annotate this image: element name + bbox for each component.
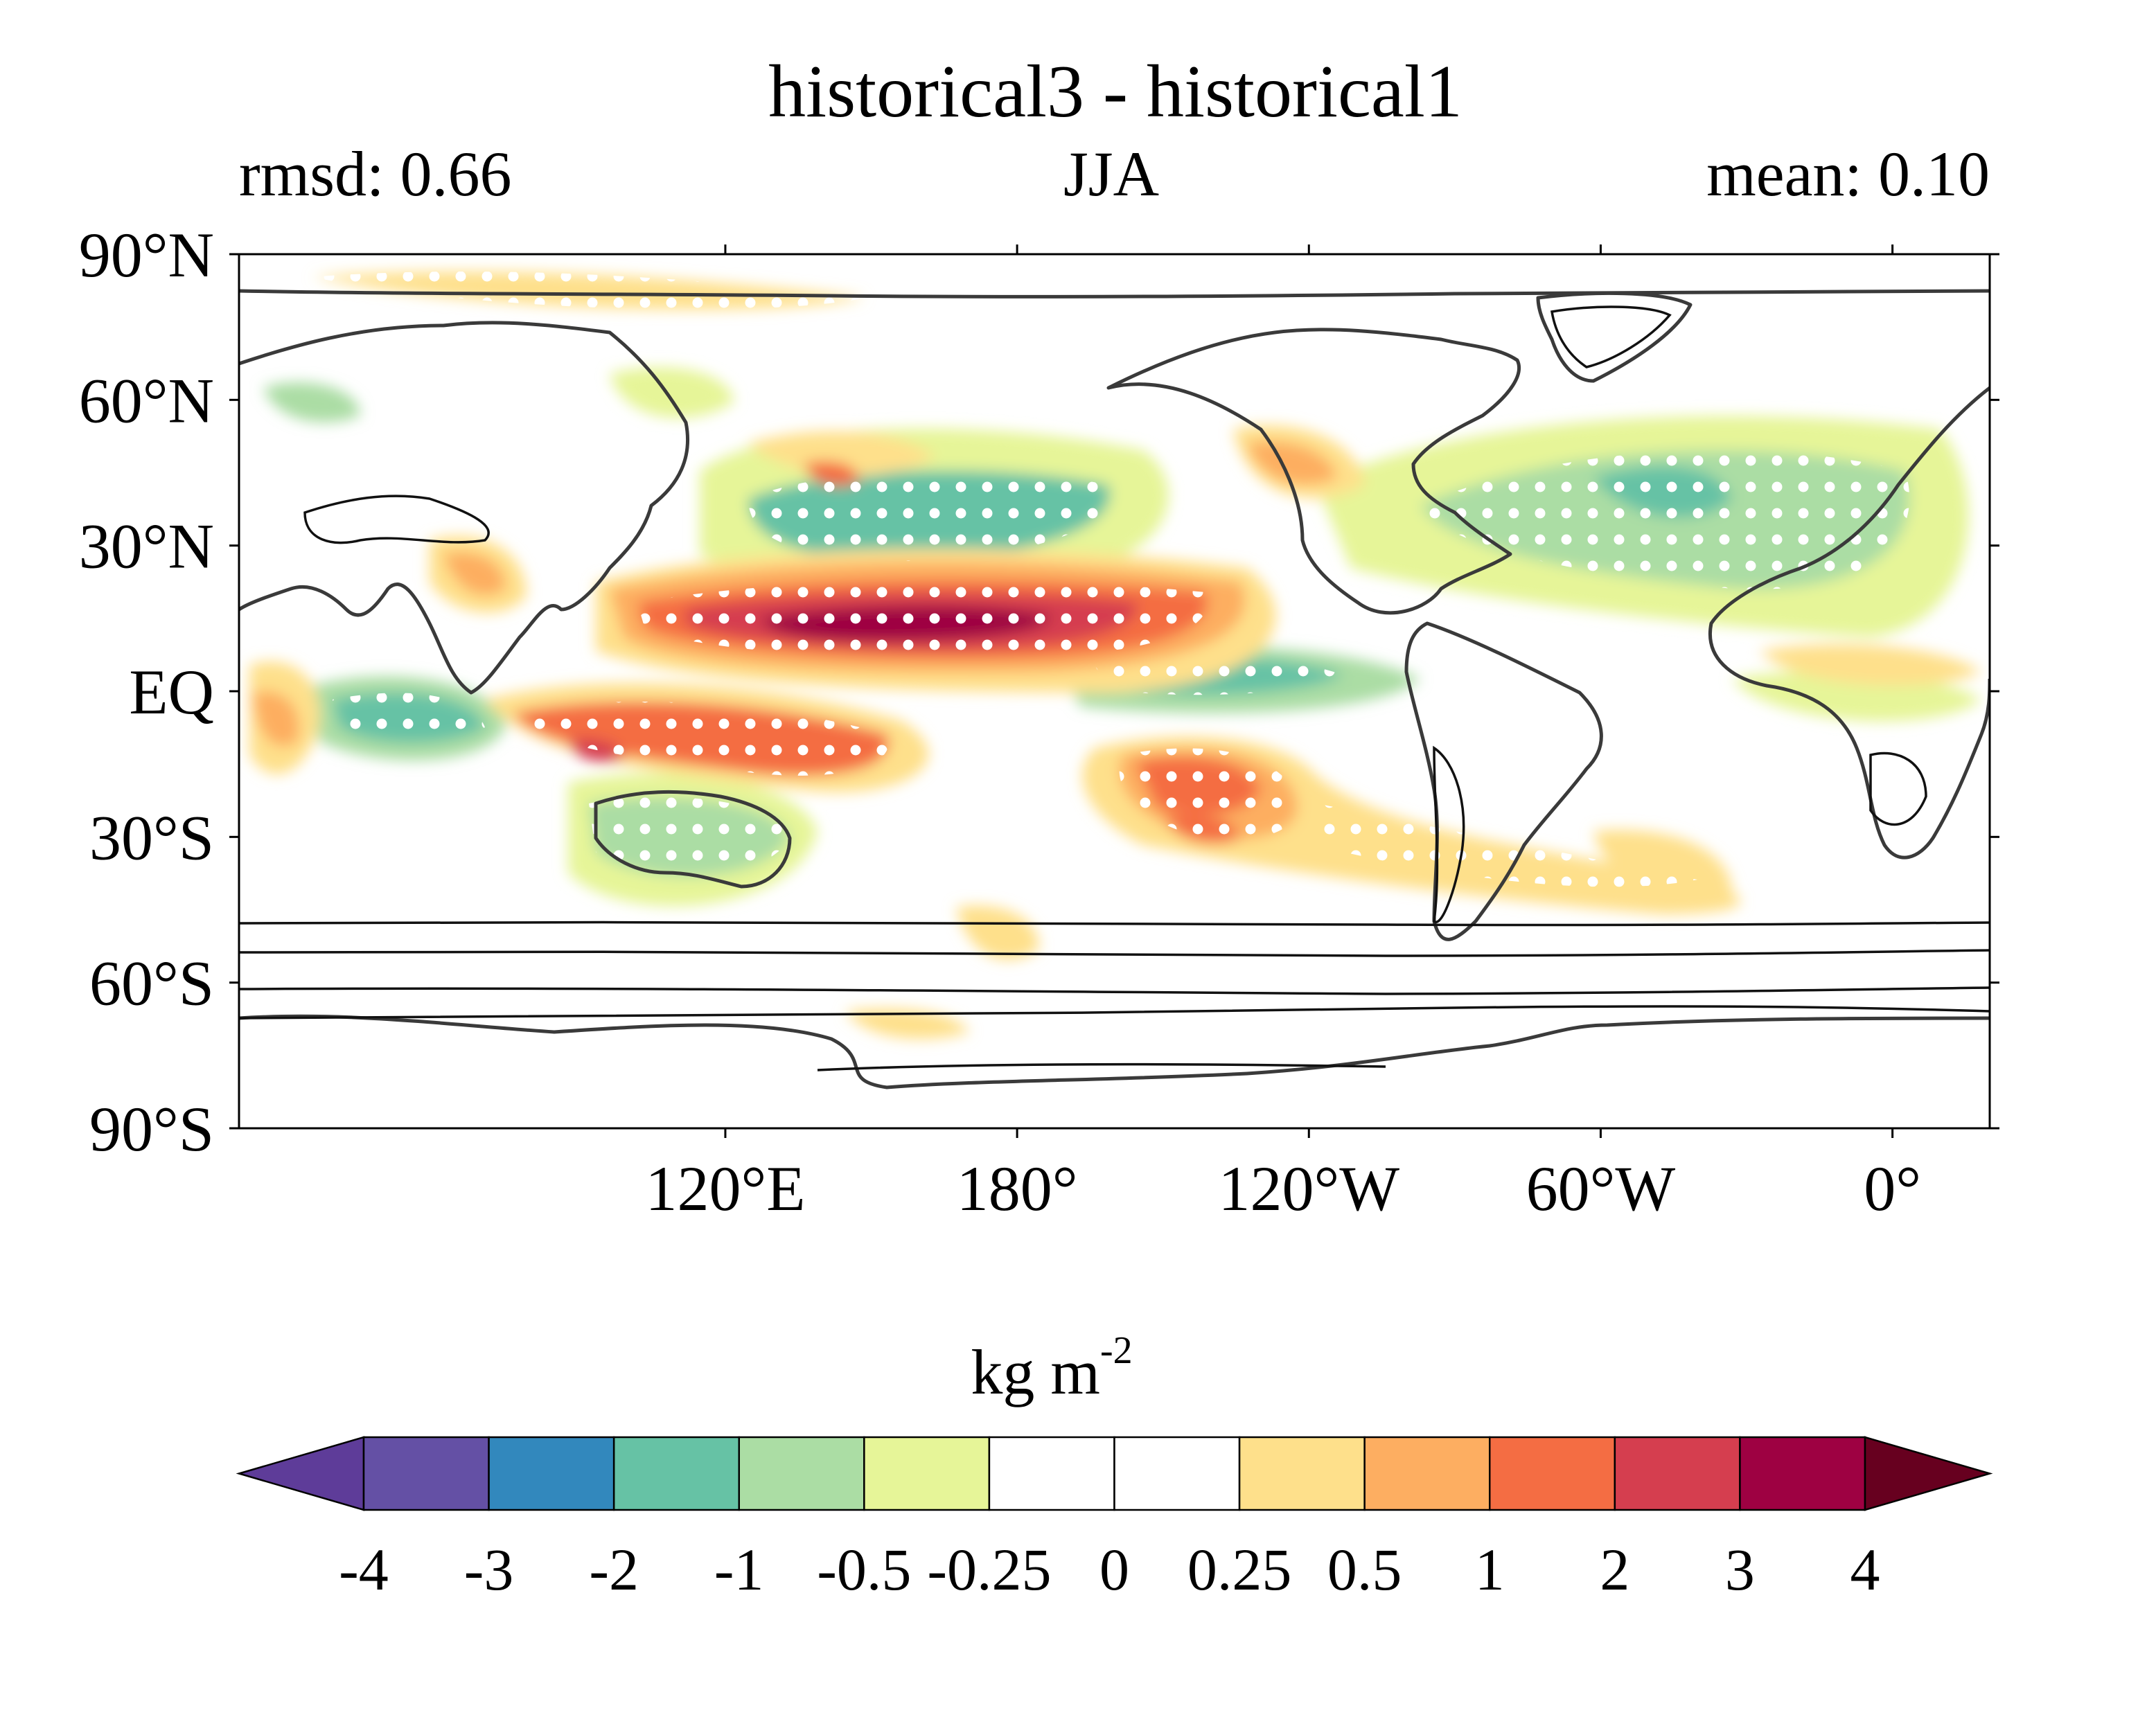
map-panel xyxy=(239,254,1990,1128)
coastline-south-america xyxy=(1404,621,1603,941)
latitude-axis: 90°N 60°N 30°N EQ 30°S 60°S 90°S xyxy=(79,220,1999,1164)
colorbar-tick-label: 0.25 xyxy=(1187,1536,1292,1603)
colorbar-segment xyxy=(1113,1436,1241,1511)
colorbar-segment xyxy=(612,1436,741,1511)
coastline-asia xyxy=(239,321,690,695)
colorbar-tick-label: -2 xyxy=(589,1536,639,1603)
stipple-region xyxy=(1095,657,1344,695)
lat-tick-label: 60°S xyxy=(89,948,214,1019)
stipple-region xyxy=(589,797,790,877)
anomaly-patch xyxy=(748,431,935,477)
lon-tick-label: 0° xyxy=(1864,1153,1921,1224)
anomaly-patch xyxy=(1593,830,1732,898)
stipple-region xyxy=(637,580,1208,659)
anomaly-patch xyxy=(253,691,299,747)
stipple-region xyxy=(333,693,485,743)
coastline-europe-africa xyxy=(1708,386,1990,860)
colorbar: -4 -3 -2 -1 -0.5 -0.25 0 0.25 0.5 1 2 3 4 xyxy=(236,1436,1993,1603)
colorbar-segment xyxy=(988,1436,1115,1511)
stipple-region xyxy=(1420,450,1910,589)
season-label: JJA xyxy=(1063,139,1159,209)
coastline-antarctica xyxy=(239,1014,1990,1089)
colorbar-tick-label: 4 xyxy=(1850,1536,1880,1603)
colorbar-tick-label: 0 xyxy=(1099,1536,1129,1603)
anomaly-patch xyxy=(263,382,360,422)
stipple-region xyxy=(1119,748,1298,839)
stipple-region xyxy=(748,470,1111,561)
anomaly-patch xyxy=(845,1008,970,1039)
coastline-north-america xyxy=(1106,328,1521,615)
colorbar-unit-text: kg m xyxy=(971,1337,1100,1407)
contour-line xyxy=(239,949,1990,957)
contour-line xyxy=(1869,751,1927,826)
coastlines xyxy=(239,289,1990,1089)
contour-line xyxy=(239,1005,1990,1020)
colorbar-segment xyxy=(738,1436,865,1511)
anomaly-patch xyxy=(610,367,734,418)
lat-tick-label: 90°S xyxy=(89,1094,214,1164)
anomaly-patch xyxy=(956,905,1039,960)
contour-line xyxy=(817,1062,1386,1071)
anomaly-patch xyxy=(1247,441,1337,485)
colorbar-unit-exponent: -2 xyxy=(1100,1329,1133,1372)
stipple-region xyxy=(312,271,866,310)
colorbar-segment xyxy=(1363,1436,1491,1511)
longitude-axis: 120°E 180° 120°W 60°W 0° xyxy=(645,244,1921,1224)
colorbar-extend-low xyxy=(236,1436,365,1511)
colorbar-segment xyxy=(1489,1436,1616,1511)
contour-line xyxy=(1433,745,1465,924)
coastline-arctic-rim xyxy=(239,289,1990,299)
colorbar-tick-label: 2 xyxy=(1600,1536,1629,1603)
significance-stippling xyxy=(312,271,1910,887)
colorbar-tick-label: 3 xyxy=(1725,1536,1755,1603)
stipple-region xyxy=(513,702,889,776)
colorbar-extend-high xyxy=(1864,1436,1993,1511)
contour-line xyxy=(239,920,1990,927)
map-title: historical3 - historical1 xyxy=(768,51,1463,133)
lat-tick-label: 90°N xyxy=(79,220,214,290)
contour-line xyxy=(1550,305,1672,368)
colorbar-tick-label: 1 xyxy=(1475,1536,1505,1603)
colorbar-segment xyxy=(1739,1436,1866,1511)
colorbar-segment xyxy=(1238,1436,1366,1511)
lon-tick-label: 60°W xyxy=(1526,1153,1676,1224)
colorbar-tick-label: -0.25 xyxy=(927,1536,1051,1603)
mean-label: mean: 0.10 xyxy=(1706,139,1990,209)
lat-tick-label: 30°N xyxy=(79,511,214,582)
colorbar-tick-label: -4 xyxy=(339,1536,389,1603)
colorbar-tick-label: -0.5 xyxy=(817,1536,911,1603)
colorbar-unit: kg m-2 xyxy=(971,1329,1132,1407)
lat-tick-label: EQ xyxy=(129,657,214,727)
colorbar-tick-label: 0.5 xyxy=(1327,1536,1402,1603)
anomaly-patch xyxy=(1760,644,1981,686)
lon-tick-label: 180° xyxy=(957,1153,1078,1224)
coastline-australia xyxy=(594,790,792,889)
colorbar-segment xyxy=(488,1436,615,1511)
contour-line xyxy=(303,495,490,544)
colorbar-segment xyxy=(1614,1436,1741,1511)
lon-tick-label: 120°W xyxy=(1218,1153,1399,1224)
rmsd-label: rmsd: 0.66 xyxy=(239,139,512,209)
colorbar-tick-label: -1 xyxy=(714,1536,764,1603)
contour-line xyxy=(239,986,1990,995)
colorbar-segment xyxy=(362,1436,490,1511)
anomaly-patch xyxy=(443,552,506,596)
colorbar-segment xyxy=(863,1436,991,1511)
lat-tick-label: 30°S xyxy=(89,802,214,873)
lat-tick-label: 60°N xyxy=(79,365,214,436)
lon-tick-label: 120°E xyxy=(645,1153,805,1224)
stipple-region xyxy=(1316,803,1697,887)
colorbar-tick-label: -3 xyxy=(464,1536,514,1603)
topography-contours xyxy=(239,305,1990,1071)
